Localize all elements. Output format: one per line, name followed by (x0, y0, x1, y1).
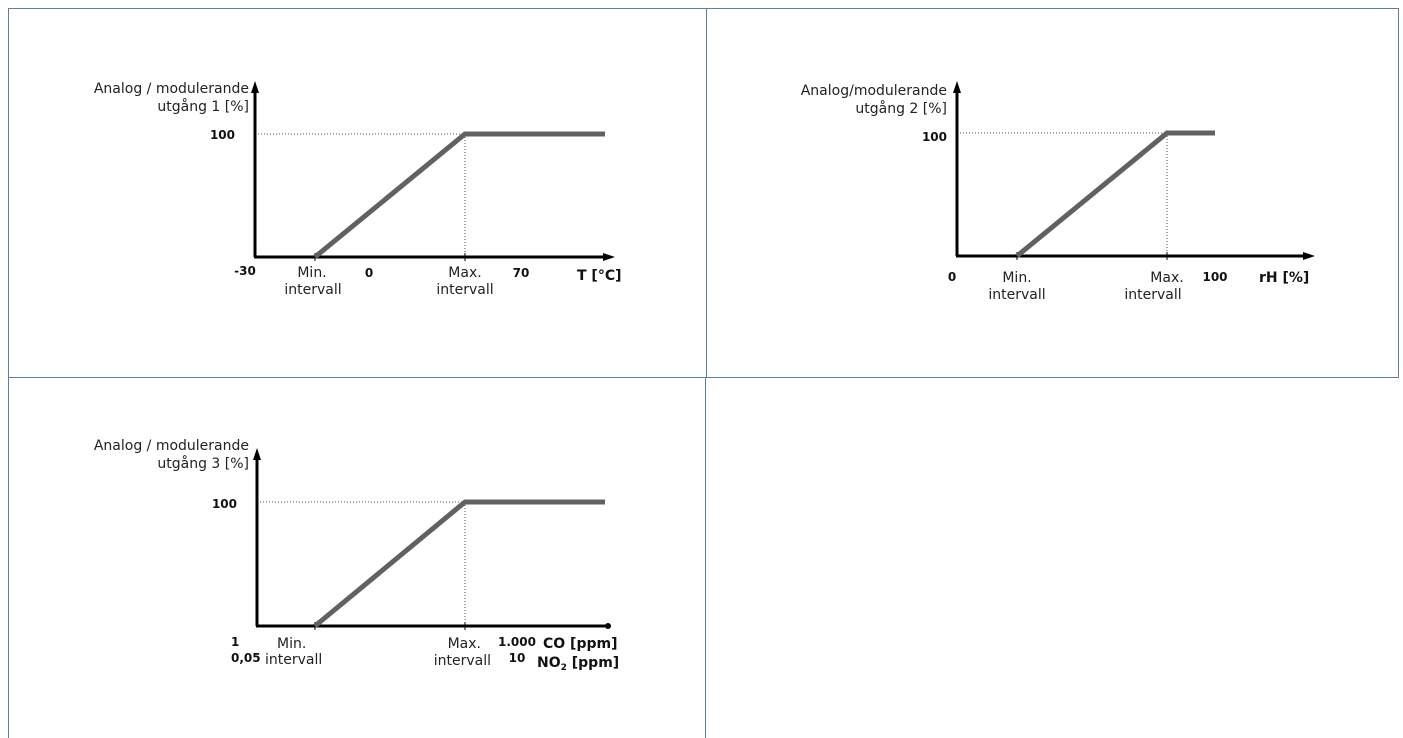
chart-1-min-label-2: intervall (284, 282, 341, 298)
chart-panel-2: Analog/modulerande utgång 2 [%] 100 0 10… (706, 8, 1399, 378)
chart-1-min-label-1: Min. (297, 265, 326, 281)
chart-3-ytick-1: 1 (231, 635, 239, 649)
chart-2-min-label-2: intervall (988, 287, 1045, 303)
chart-3-ytick-005: 0,05 (231, 651, 261, 665)
chart-1-ylabel-line-1: Analog / modulerande (94, 81, 249, 97)
chart-2-ytick-0: 0 (948, 270, 956, 284)
chart-3-ylabel-line-2: utgång 3 [%] (157, 455, 249, 472)
chart-3-max-label-2: intervall (434, 653, 491, 669)
chart-3-xtick-10: 10 (509, 651, 526, 665)
chart-1-x-arrow (603, 253, 615, 261)
chart-3-xtick-1000: 1.000 (498, 635, 536, 649)
chart-1-series-line (313, 131, 605, 259)
chart-1: Analog / modulerande utgång 1 [%] 100 -3… (94, 81, 622, 298)
chart-2-ylabel-line-2: utgång 2 [%] (855, 100, 947, 117)
chart-1-y-arrow (251, 81, 259, 93)
chart-2-series-line (1015, 130, 1215, 258)
chart-2-x-arrow (1303, 252, 1315, 260)
chart-3-ytick-100: 100 (212, 497, 237, 511)
chart-1-ytick-100: 100 (210, 128, 235, 142)
chart-3-y-arrow (253, 448, 261, 460)
chart-2-min-label-1: Min. (1002, 270, 1031, 286)
chart-2: Analog/modulerande utgång 2 [%] 100 0 10… (801, 81, 1315, 303)
chart-3-xlabel-sub2: 2 (561, 663, 567, 673)
chart-3-max-label-1: Max. (448, 636, 481, 652)
chart-3-xlabel-co: CO [ppm] (543, 636, 617, 652)
chart-1-ylabel-line-2: utgång 1 [%] (157, 98, 249, 115)
chart-2-max-label-2: intervall (1124, 287, 1181, 303)
chart-1-xtick-0: 0 (365, 266, 373, 280)
chart-panel-3: Analog / modulerande utgång 3 [%] 100 1 … (8, 378, 706, 738)
chart-1-max-label-2: intervall (436, 282, 493, 298)
chart-2-max-label-1: Max. (1150, 270, 1183, 286)
chart-3-x-axis-end (605, 623, 611, 629)
chart-2-xlabel: rH [%] (1259, 270, 1309, 286)
chart-3: Analog / modulerande utgång 3 [%] 100 1 … (94, 438, 619, 673)
chart-2-ylabel-line-1: Analog/modulerande (801, 83, 947, 99)
chart-panel-1: Analog / modulerande utgång 1 [%] 100 -3… (8, 8, 706, 378)
chart-3-ylabel-line-1: Analog / modulerande (94, 438, 249, 454)
chart-1-max-label-1: Max. (448, 265, 481, 281)
chart-1-xtick-70: 70 (513, 266, 530, 280)
chart-1-xlabel: T [°C] (577, 268, 622, 284)
chart-3-xlabel-no2: NO2 [ppm] (537, 655, 619, 673)
chart-1-ytick-min: -30 (234, 264, 256, 278)
chart-3-min-label-2: intervall (265, 652, 322, 668)
chart-3-xlabel-no: NO (537, 655, 561, 671)
chart-2-y-arrow (953, 81, 961, 93)
chart-3-min-label-1: Min. (277, 636, 306, 652)
chart-2-xtick-100: 100 (1202, 270, 1227, 284)
chart-3-xlabel-unit: [ppm] (567, 655, 619, 671)
chart-2-ytick-100: 100 (922, 130, 947, 144)
chart-3-series-line (313, 499, 605, 628)
